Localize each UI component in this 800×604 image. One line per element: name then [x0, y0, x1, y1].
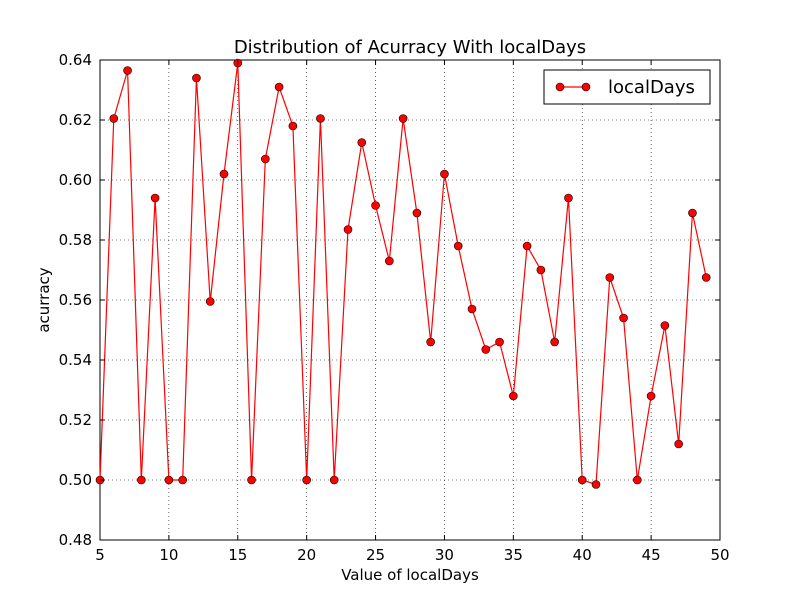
- data-point: [288, 121, 298, 131]
- data-point: [412, 208, 422, 218]
- data-point: [453, 241, 463, 251]
- x-tick-label: 35: [504, 546, 523, 564]
- y-axis-label: acurracy: [35, 267, 53, 332]
- grid-lines: [100, 60, 720, 540]
- data-point: [509, 391, 518, 401]
- x-tick-label: 45: [642, 546, 661, 564]
- data-point: [605, 273, 615, 282]
- data-point: [577, 475, 587, 485]
- y-tick-label: 0.62: [59, 111, 92, 129]
- data-point: [398, 114, 408, 123]
- x-tick-label: 30: [435, 546, 454, 564]
- data-point: [109, 114, 119, 123]
- data-point: [150, 193, 160, 203]
- data-point: [660, 321, 670, 330]
- legend-marker-icon: [555, 82, 565, 92]
- x-axis-label: Value of localDays: [341, 566, 479, 584]
- data-point: [522, 241, 532, 251]
- x-tick-label: 25: [366, 546, 385, 564]
- x-tick-label: 10: [159, 546, 178, 564]
- x-tick-label: 50: [710, 546, 729, 564]
- data-point: [192, 73, 201, 83]
- series-line: [99, 62, 707, 486]
- data-point: [536, 265, 546, 275]
- y-tick-label: 0.60: [59, 171, 92, 189]
- legend: localDays: [543, 69, 711, 105]
- data-point: [316, 114, 325, 123]
- data-point: [247, 475, 256, 485]
- data-point: [550, 337, 559, 347]
- x-tick-label: 15: [228, 546, 247, 564]
- ticks: 5 10 15 20 25 30 35 40 45 50 0.48 0.50 0.52 0.54 0.56 0…: [59, 51, 730, 564]
- y-tick-label: 0.56: [59, 291, 92, 309]
- y-tick-label: 0.52: [59, 411, 92, 429]
- data-point: [164, 475, 174, 485]
- data-point: [646, 391, 656, 401]
- data-point: [591, 480, 601, 489]
- x-tick-label: 5: [95, 546, 105, 564]
- data-point: [343, 225, 353, 234]
- data-point: [385, 256, 394, 266]
- data-point: [205, 297, 215, 306]
- data-point: [329, 475, 339, 485]
- y-tick-label: 0.54: [59, 351, 92, 369]
- y-tick-label: 0.58: [59, 231, 92, 249]
- data-point: [440, 169, 449, 179]
- legend-label: localDays: [608, 77, 695, 98]
- y-tick-label: 0.64: [59, 51, 92, 69]
- data-point: [178, 475, 187, 485]
- data-point: [274, 82, 284, 92]
- x-tick-label: 20: [297, 546, 316, 564]
- data-point: [701, 273, 711, 282]
- data-point: [357, 138, 367, 147]
- data-point: [219, 169, 229, 179]
- data-point: [495, 337, 504, 347]
- data-point: [688, 208, 697, 218]
- x-tick-label: 40: [573, 546, 592, 564]
- data-point: [302, 475, 311, 485]
- data-point: [633, 475, 642, 485]
- y-tick-label: 0.48: [59, 531, 92, 549]
- data-point: [261, 154, 270, 164]
- y-tick-label: 0.50: [59, 471, 92, 489]
- data-point: [674, 439, 683, 449]
- data-point: [123, 66, 132, 75]
- data-point: [371, 201, 380, 210]
- data-point: [137, 475, 146, 485]
- chart-title: Distribution of Acurracy With localDays: [234, 37, 586, 58]
- series-layer: [95, 58, 711, 489]
- legend-marker-icon: [581, 82, 591, 92]
- data-point: [467, 304, 477, 314]
- data-point: [481, 345, 491, 354]
- data-point: [426, 337, 435, 347]
- data-point: [619, 313, 628, 323]
- data-point: [564, 193, 573, 203]
